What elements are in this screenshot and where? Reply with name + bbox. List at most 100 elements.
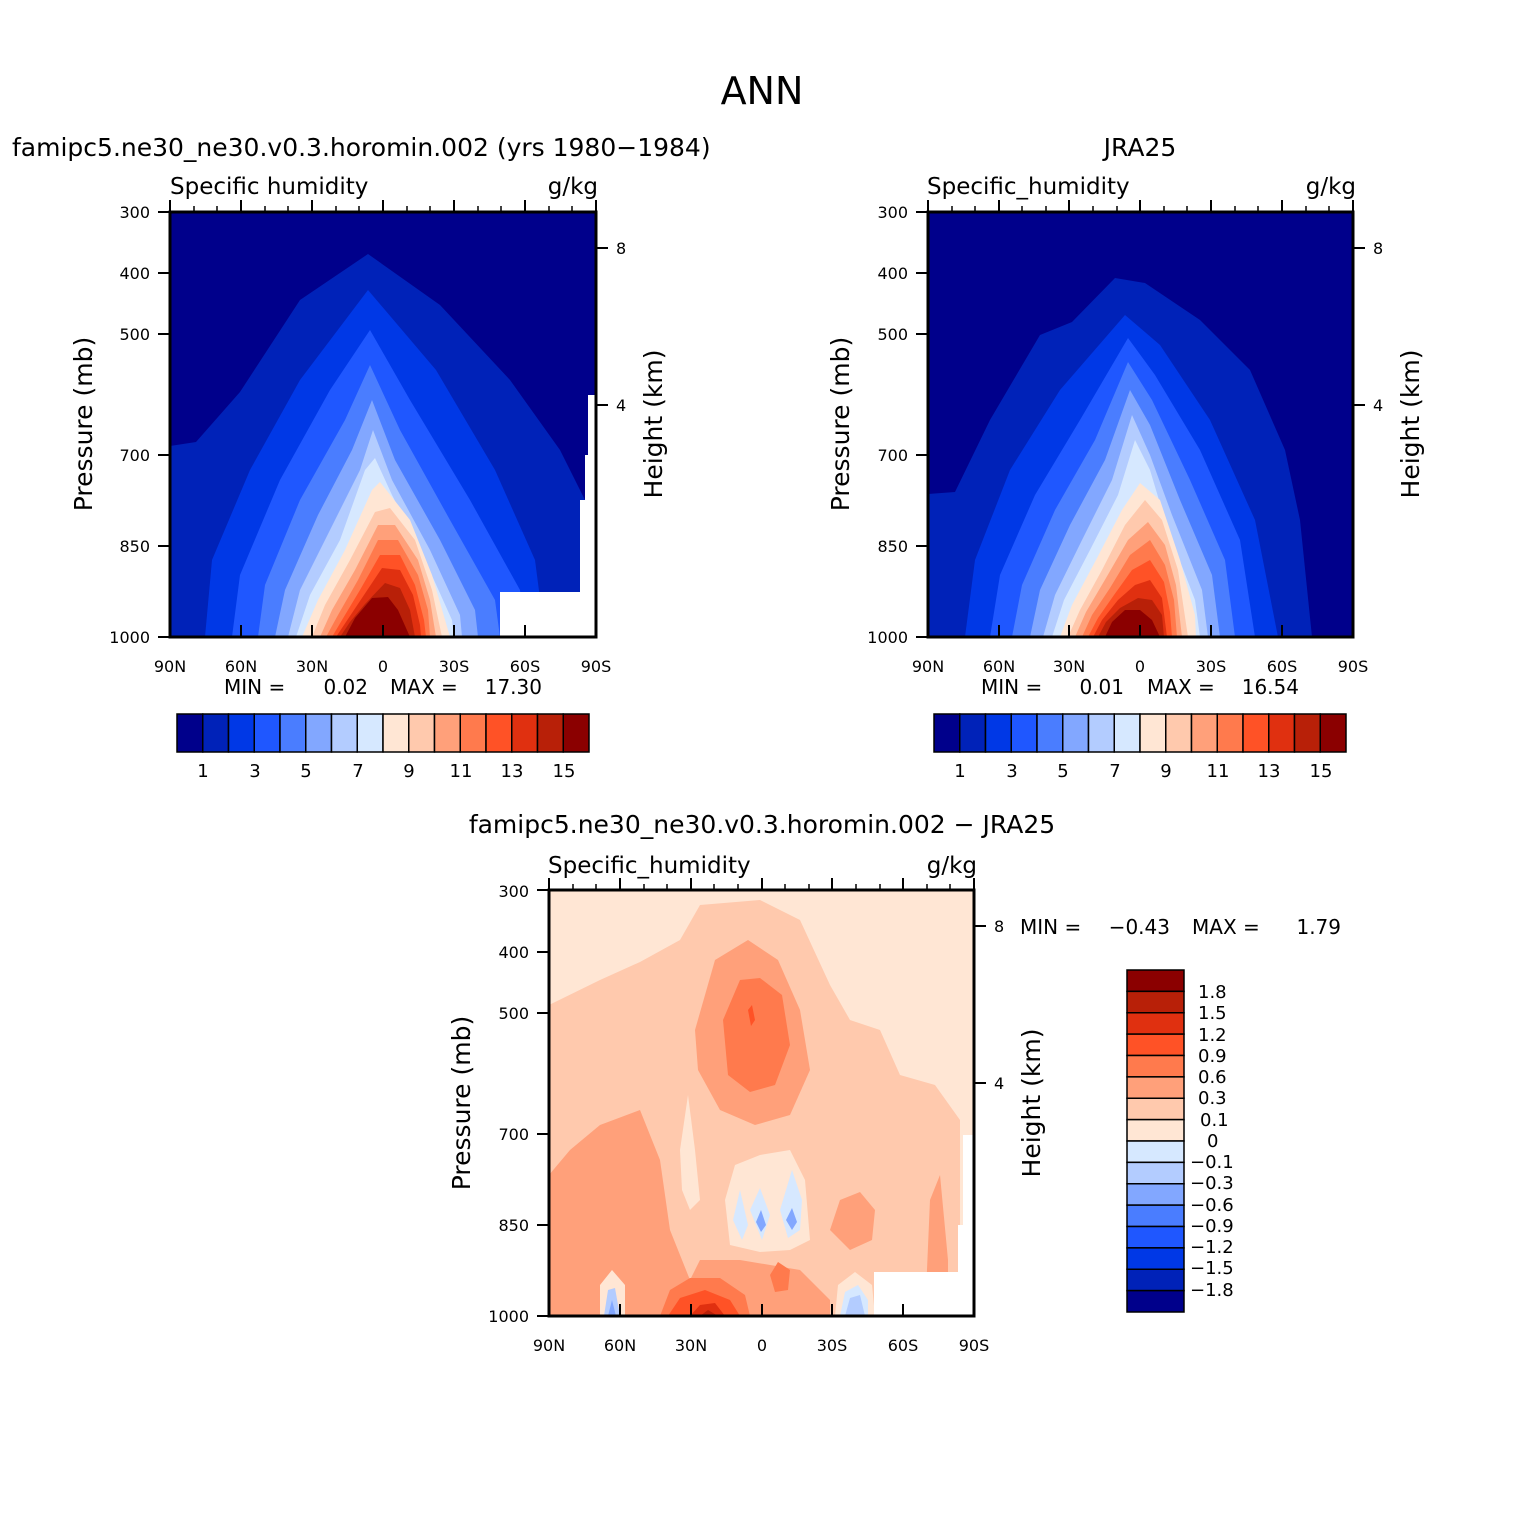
y2-axis-label: Height (km) (1017, 1029, 1046, 1178)
x-tick-label: 60S (510, 657, 541, 676)
x-tick-label: 30S (817, 1336, 848, 1355)
x-tick-label: 30N (1053, 657, 1085, 676)
colorbar-swatch (1126, 1033, 1185, 1057)
y2-tick-label: 4 (994, 1074, 1004, 1093)
y-axis-label: Pressure (mb) (447, 1016, 476, 1190)
y-tick-label: 400 (877, 264, 908, 283)
colorbar-label: −0.6 (1190, 1195, 1234, 1216)
colorbar-swatch (330, 713, 358, 753)
missing-data-mask (580, 500, 596, 637)
contour-fill-neg0.6-neg0.3 (786, 1208, 797, 1230)
colorbar-label: 11 (450, 761, 473, 782)
colorbar-swatch (1126, 990, 1185, 1014)
panel-obs-y-ticks: 300 400 500 700 850 1000 8 4 (867, 203, 1383, 647)
min-label: MIN = (1020, 915, 1081, 939)
colorbar-swatch (1165, 713, 1193, 753)
contour-fill-0.6-0.9 (770, 1262, 790, 1292)
min-value: 0.01 (1079, 675, 1124, 699)
x-tick-label: 30S (439, 657, 470, 676)
contour-fill-15 (1105, 610, 1160, 637)
x-minor-ticks (951, 206, 1330, 212)
y-tick-label: 300 (877, 203, 908, 222)
x-tick-label: 60N (225, 657, 257, 676)
x-tick-label: 0 (757, 1336, 767, 1355)
min-value: −0.43 (1109, 915, 1170, 939)
colorbar-swatch (1126, 1076, 1185, 1099)
colorbar-swatch (562, 713, 590, 753)
colorbar-swatch (1126, 1183, 1185, 1206)
panel-model-colorbar (176, 713, 590, 753)
colorbar-swatch (1126, 969, 1185, 993)
colorbar-swatch (382, 713, 410, 753)
colorbar-swatch (1010, 713, 1038, 753)
missing-data-mask (874, 1272, 974, 1316)
panel-obs-colorbar (933, 713, 1347, 753)
y2-axis-label: Height (km) (1396, 350, 1425, 499)
colorbar-label: −1.5 (1190, 1258, 1234, 1279)
colorbar-swatch (1216, 713, 1244, 753)
max-value: 1.79 (1296, 915, 1341, 939)
colorbar-label: 13 (1258, 761, 1281, 782)
y-ticks (158, 211, 170, 638)
y2-tick-label: 8 (1373, 239, 1383, 258)
colorbar-swatch (959, 713, 987, 753)
colorbar-swatch (1126, 1161, 1185, 1185)
colorbar-swatch (1126, 1097, 1185, 1121)
x-tick-label: 60N (983, 657, 1015, 676)
y2-axis-label: Height (km) (639, 350, 668, 499)
colorbar-swatch (1126, 1118, 1185, 1142)
y-tick-label: 850 (119, 537, 150, 556)
colorbar-label: 0.6 (1198, 1067, 1227, 1088)
colorbar-swatch (202, 713, 230, 753)
colorbar-label: 11 (1207, 761, 1230, 782)
panel-obs-title: JRA25 (1102, 133, 1177, 162)
colorbar-swatch (485, 713, 513, 753)
x-tick-label: 60N (604, 1336, 636, 1355)
colorbar-swatch (1293, 713, 1321, 753)
panel-diff-colorbar (1126, 969, 1185, 1313)
panel-diff-y-ticks: 300 400 500 700 850 1000 8 4 (488, 882, 1004, 1326)
missing-data-mask (958, 1225, 974, 1316)
colorbar-label: 0.1 (1200, 1110, 1229, 1131)
max-value: 17.30 (485, 675, 542, 699)
colorbar-label: 1 (197, 761, 208, 782)
y-ticks (916, 211, 928, 638)
y-tick-label: 850 (877, 537, 908, 556)
contour-fill-1.2-1.5 (690, 1303, 725, 1316)
colorbar-swatch (984, 713, 1012, 753)
y-axis-label: Pressure (mb) (826, 337, 855, 511)
x-tick-label: 30N (296, 657, 328, 676)
colorbar-label: −0.9 (1190, 1216, 1234, 1237)
colorbar-label: 9 (1160, 761, 1171, 782)
colorbar-swatch (1126, 1140, 1185, 1164)
panel-model-y-ticks: 300 400 500 700 850 1000 8 4 (109, 203, 626, 647)
y-tick-label: 700 (877, 446, 908, 465)
contour-fill-0.3-0.6 (549, 1110, 830, 1316)
colorbar-swatch (1190, 713, 1218, 753)
max-label: MAX = (1147, 675, 1215, 699)
colorbar-swatch (253, 713, 281, 753)
y-tick-label: 500 (498, 1004, 529, 1023)
colorbar-swatch (1319, 713, 1347, 753)
colorbar-label: −1.2 (1190, 1237, 1234, 1258)
panel-obs-units: g/kg (1306, 174, 1356, 200)
colorbar-label: 7 (1109, 761, 1120, 782)
max-value: 16.54 (1242, 675, 1299, 699)
panel-diff-units: g/kg (927, 853, 977, 879)
colorbar-swatch (305, 713, 333, 753)
colorbar-swatch (356, 713, 384, 753)
colorbar-label: 1.8 (1198, 982, 1227, 1003)
panel-model-colorbar-labels: 1 3 5 7 9 11 13 15 (197, 761, 575, 782)
contour-fill-0.3-0.6 (830, 1192, 875, 1250)
colorbar-swatch (1087, 713, 1115, 753)
y-tick-label: 1000 (488, 1307, 529, 1326)
figure-title: ANN (721, 69, 804, 113)
x-tick-label: 30S (1196, 657, 1227, 676)
x-minor-ticks (572, 884, 951, 890)
colorbar-swatch (1126, 1204, 1185, 1228)
panel-diff-x-ticks: 90N 60N 30N 0 30S 60S 90S (533, 878, 989, 1355)
colorbar-swatch (433, 713, 461, 753)
y-tick-label: 850 (498, 1216, 529, 1235)
x-tick-label: 60S (888, 1336, 919, 1355)
colorbar-label: 13 (501, 761, 524, 782)
